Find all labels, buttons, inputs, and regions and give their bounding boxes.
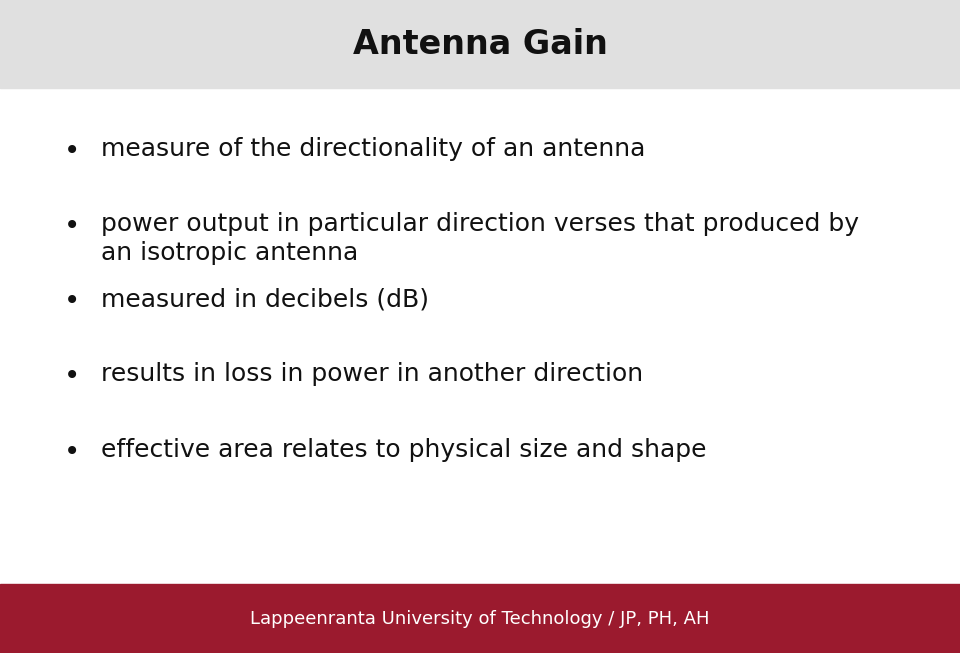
Text: power output in particular direction verses that produced by
an isotropic antenn: power output in particular direction ver…: [101, 212, 859, 265]
Text: •: •: [64, 287, 80, 315]
Text: •: •: [64, 438, 80, 466]
Text: •: •: [64, 362, 80, 390]
Text: results in loss in power in another direction: results in loss in power in another dire…: [101, 362, 643, 387]
Text: measured in decibels (dB): measured in decibels (dB): [101, 287, 429, 311]
Text: •: •: [64, 137, 80, 165]
Text: Antenna Gain: Antenna Gain: [352, 27, 608, 61]
Text: effective area relates to physical size and shape: effective area relates to physical size …: [101, 438, 707, 462]
Text: Lappeenranta University of Technology / JP, PH, AH: Lappeenranta University of Technology / …: [251, 610, 709, 628]
Text: •: •: [64, 212, 80, 240]
Text: measure of the directionality of an antenna: measure of the directionality of an ante…: [101, 137, 645, 161]
Bar: [0, 0, 960, 88]
Bar: [0, 584, 960, 653]
